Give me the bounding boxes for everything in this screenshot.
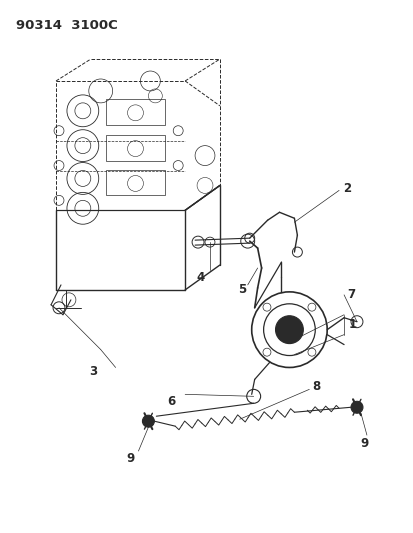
- Circle shape: [275, 316, 303, 344]
- Bar: [105, 169, 165, 196]
- Bar: [105, 135, 165, 160]
- Text: 6: 6: [167, 395, 175, 408]
- Text: 9: 9: [359, 437, 367, 449]
- Text: 90314  3100C: 90314 3100C: [16, 19, 118, 33]
- Text: 2: 2: [342, 182, 350, 195]
- Circle shape: [142, 415, 154, 427]
- Text: 3: 3: [88, 365, 97, 378]
- Circle shape: [350, 401, 362, 413]
- Text: 8: 8: [311, 380, 320, 393]
- Text: 7: 7: [346, 288, 354, 301]
- Bar: [105, 99, 165, 125]
- Text: 9: 9: [126, 453, 135, 465]
- Text: 4: 4: [196, 271, 204, 285]
- Text: 5: 5: [237, 284, 245, 296]
- Text: 1: 1: [348, 318, 356, 331]
